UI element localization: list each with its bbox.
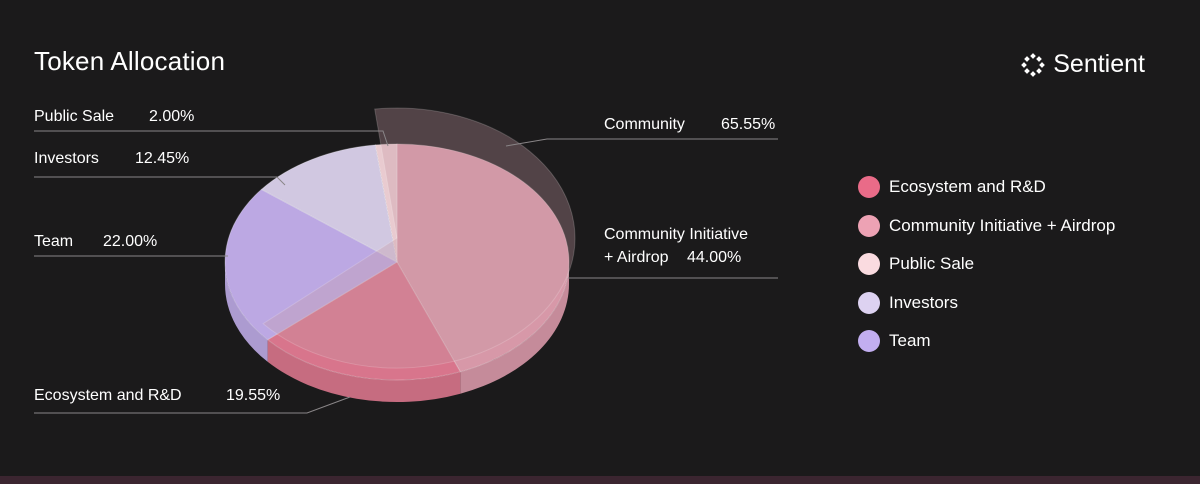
brand-logo: Sentient (1021, 50, 1145, 79)
legend-label: Ecosystem and R&D (889, 177, 1046, 197)
label-community-initiative-line1: Community Initiative (604, 226, 748, 243)
label-community-pct: 65.55% (721, 116, 775, 133)
pie-slice-0 (396, 143, 570, 373)
legend-swatch (858, 330, 880, 353)
label-community-name: Community (604, 116, 685, 133)
pie-slice-4 (374, 143, 398, 263)
label-public-sale-name: Public Sale (34, 108, 114, 125)
label-team-name: Team (34, 233, 73, 250)
bottom-strip (0, 476, 1200, 484)
sentient-logo-icon (1021, 52, 1046, 77)
label-ecosystem-name: Ecosystem and R&D (34, 387, 182, 404)
leader-line-investors (34, 176, 286, 186)
legend-item-0: Ecosystem and R&D (858, 168, 1115, 207)
legend-label: Public Sale (889, 254, 975, 274)
legend-label: Team (889, 331, 931, 351)
leader-line-ecosystem (34, 396, 351, 414)
pie-slice-3 (260, 144, 398, 263)
pie-side-2 (225, 262, 268, 362)
legend-swatch (858, 176, 880, 199)
legend-swatch (858, 214, 880, 237)
pie-group-community (262, 107, 576, 369)
pie-side-0 (460, 262, 569, 394)
legend-label: Investors (889, 292, 958, 312)
brand-name: Sentient (1053, 50, 1145, 78)
pie-slice-2 (224, 188, 399, 341)
label-investors-name: Investors (34, 150, 99, 167)
label-public-sale-pct: 2.00% (149, 108, 194, 125)
label-investors-pct: 12.45% (135, 150, 189, 167)
label-community-initiative-line2: + Airdrop 44.00% (604, 249, 741, 266)
legend-item-3: Investors (858, 284, 1115, 323)
leader-line-public-sale (34, 130, 389, 147)
legend-swatch (858, 253, 880, 276)
label-public-sale: Public Sale 2.00% (34, 108, 194, 125)
pie-slice-1 (266, 261, 462, 381)
legend-label: Community Initiative + Airdrop (889, 215, 1116, 235)
label-team-pct: 22.00% (103, 233, 157, 250)
label-ecosystem-pct: 19.55% (226, 387, 280, 404)
legend-item-4: Team (858, 322, 1115, 361)
leader-line-community (505, 138, 778, 147)
label-team: Team 22.00% (34, 233, 157, 250)
pie-side-1 (267, 339, 461, 403)
label-ecosystem: Ecosystem and R&D 19.55% (34, 387, 280, 404)
pie (224, 107, 576, 403)
label-community-initiative-name: + Airdrop (604, 249, 669, 266)
label-investors: Investors 12.45% (34, 150, 189, 167)
page-title: Token Allocation (34, 46, 226, 76)
legend-swatch (858, 291, 880, 314)
legend-item-2: Public Sale (858, 245, 1115, 284)
label-community: Community 65.55% (604, 116, 775, 133)
label-community-initiative-pct: 44.00% (687, 249, 741, 266)
legend-item-1: Community Initiative + Airdrop (858, 207, 1115, 246)
chart-legend: Ecosystem and R&D Community Initiative + … (858, 168, 1115, 361)
